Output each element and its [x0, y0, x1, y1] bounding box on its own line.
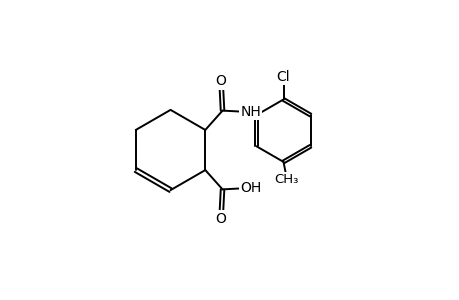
Text: NH: NH — [240, 105, 261, 119]
Text: OH: OH — [240, 181, 261, 195]
Text: O: O — [215, 74, 226, 88]
Text: Cl: Cl — [276, 70, 290, 84]
Text: O: O — [215, 212, 226, 226]
Text: CH₃: CH₃ — [274, 173, 298, 186]
